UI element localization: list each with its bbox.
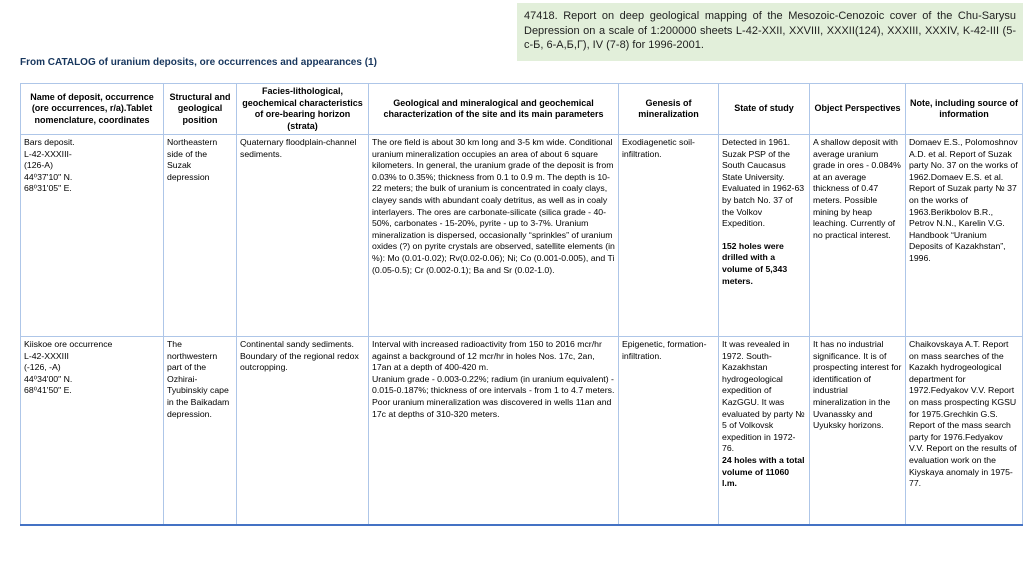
cell-paragraph: Quaternary floodplain-channel sediments. [240,137,357,159]
cell-paragraph: Poor uranium mineralization was discover… [372,396,612,419]
cell-paragraph: Domaev E.S., Polomoshnov A.D. et al. Rep… [909,137,1018,263]
table-cell-r1-c4: The ore field is about 30 km long and 3-… [368,134,619,337]
table-body: Bars deposit. L-42-XXXIII- (126-A) 44⁰37'10… [20,134,1023,525]
header-cell-8: Note, including source of information [905,83,1023,135]
cell-paragraph: Interval with increased radioactivity fr… [372,339,602,373]
header-cell-5: Genesis of mineralization [618,83,719,135]
cell-paragraph: Continental sandy sediments. Boundary of… [240,339,359,373]
table-cell-r2-c1: Kiiskoe ore occurrence L-42-XXXIII (-126, … [20,336,164,525]
header-cell-2: Structural and geological position [163,83,237,135]
table-cell-r1-c3: Quaternary floodplain-channel sediments. [236,134,369,337]
catalog-caption: From CATALOG of uranium deposits, ore oc… [20,57,377,68]
cell-paragraph: 24 holes with a total volume of 11060 l.… [722,454,805,489]
table-cell-r2-c8: Chaikovskaya A.T. Report on mass searche… [905,336,1023,525]
cell-paragraph: It was revealed in 1972. South-Kazakhsta… [722,339,805,454]
catalog-table: Name of deposit, occurrence (ore occurre… [20,83,1023,526]
cell-paragraph: 44⁰37'10" N. [24,171,73,182]
cell-paragraph: 44⁰34'00" N. [24,373,73,384]
cell-paragraph: L-42-XXXIII- [24,148,72,159]
cell-paragraph: L-42-XXXIII [24,350,69,361]
header-cell-6: State of study [718,83,810,135]
cell-paragraph: Chaikovskaya A.T. Report on mass searche… [909,339,1017,489]
cell-paragraph: 68⁰31'05" E. [24,183,72,194]
table-cell-r1-c6: Detected in 1961. Suzak PSP of the South… [718,134,810,337]
table-cell-r1-c2: Northeastern side of the Suzak depressio… [163,134,237,337]
cell-paragraph: Bars deposit. [24,137,75,147]
table-cell-r1-c5: Exodiagenetic soil-infiltration. [618,134,719,337]
table-cell-r1-c7: A shallow deposit with average uranium g… [809,134,906,337]
cell-paragraph: Uranium grade - 0.003-0.22%; radium (in … [372,373,615,396]
table-row: Kiiskoe ore occurrence L-42-XXXIII (-126, … [20,336,1023,525]
cell-paragraph: 152 holes were drilled with a volume of … [722,240,788,286]
cell-paragraph: A shallow deposit with average uranium g… [813,137,901,240]
cell-paragraph: (-126, -A) [24,362,61,373]
cell-paragraph: It has no industrial significance. It is… [813,339,902,431]
header-cell-7: Object Perspectives [809,83,906,135]
header-cell-3: Facies-lithological, geochemical charact… [236,83,369,135]
cell-paragraph: (126-A) [24,160,53,171]
cell-paragraph: 68⁰41'50" E. [24,385,72,396]
table-cell-r1-c8: Domaev E.S., Polomoshnov A.D. et al. Rep… [905,134,1023,337]
cell-paragraph: Kiiskoe ore occurrence [24,339,113,349]
cell-paragraph: Epigenetic, formation-infiltration. [622,339,707,361]
report-title-box: 47418. Report on deep geological mapping… [517,3,1023,61]
cell-paragraph: Detected in 1961. Suzak PSP of the South… [722,137,805,229]
cell-paragraph: Exodiagenetic soil-infiltration. [622,137,695,159]
table-cell-r2-c2: The northwestern part of the Ozhirai-Tyu… [163,336,237,525]
table-cell-r2-c4: Interval with increased radioactivity fr… [368,336,619,525]
header-row: Name of deposit, occurrence (ore occurre… [20,83,1023,135]
table-cell-r2-c6: It was revealed in 1972. South-Kazakhsta… [718,336,810,525]
cell-paragraph: The northwestern part of the Ozhirai-Tyu… [167,339,230,419]
header-cell-1: Name of deposit, occurrence (ore occurre… [20,83,164,135]
table-cell-r2-c5: Epigenetic, formation-infiltration. [618,336,719,525]
table-row: Bars deposit. L-42-XXXIII- (126-A) 44⁰37'10… [20,134,1023,337]
table-cell-r2-c3: Continental sandy sediments. Boundary of… [236,336,369,525]
cell-paragraph: Northeastern side of the Suzak depressio… [167,137,218,182]
table-cell-r2-c7: It has no industrial significance. It is… [809,336,906,525]
header-cell-4: Geological and mineralogical and geochem… [368,83,619,135]
table-cell-r1-c1: Bars deposit. L-42-XXXIII- (126-A) 44⁰37'10… [20,134,164,337]
cell-paragraph: The ore field is about 30 km long and 3-… [372,137,615,275]
